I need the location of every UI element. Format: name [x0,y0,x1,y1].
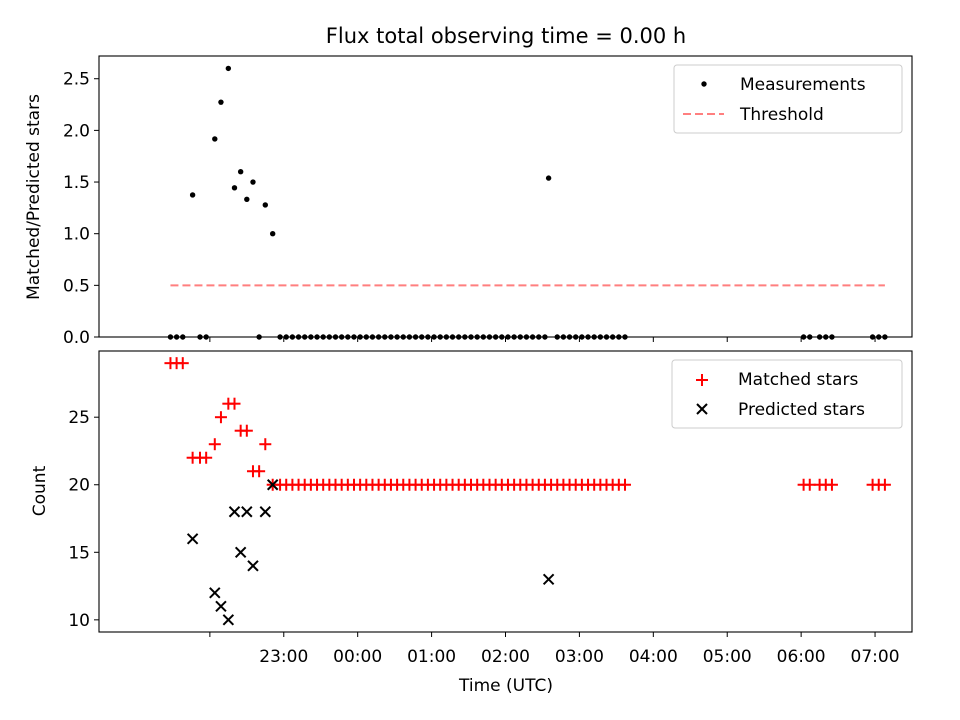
top-plot-frame [98,55,913,338]
bottom-panel: 10 15 20 25 23:00 00:00 01:00 02:00 03:00 04:00 0… [30,350,913,696]
measurement-point [244,196,250,202]
x-tick-label: 00:00 [333,647,382,667]
legend-predicted-label: Predicted stars [738,400,865,420]
bottom-legend-box [671,359,903,429]
x-tick-label: 04:00 [629,647,678,667]
y-tick-label: 0.5 [63,276,90,296]
predicted-star-point [228,506,241,518]
matched-star-point [878,478,891,491]
measurement-point [218,99,224,105]
y-tick-label: 25 [68,408,90,428]
top-legend-box [673,64,903,134]
predicted-star-point [222,614,235,626]
top-y-axis-label: Matched/Predicted stars [24,94,44,300]
measurement-point [269,230,276,237]
matched-stars-points [164,357,891,491]
predicted-star-point [209,587,221,599]
matched-star-point [259,438,272,451]
x-tick-label: 06:00 [777,647,826,667]
predicted-star-point [259,506,272,518]
predicted-star-point [234,546,247,559]
chart-title: Flux total observing time = 0.00 h [326,24,686,48]
predicted-star-point [241,506,253,518]
y-tick-label: 20 [68,476,90,496]
x-tick-label: 07:00 [851,647,900,667]
predicted-star-point [542,573,555,586]
matched-star-point [825,478,838,491]
predicted-star-point [247,560,259,572]
legend-threshold-label: Threshold [739,105,824,125]
bottom-legend: Matched stars Predicted stars [671,359,903,429]
bottom-y-axis-label: Count [30,465,50,516]
top-panel: 0.0 0.5 1.0 1.5 2.0 2.5 Matched/Predicted sta… [24,55,913,348]
x-tick-label: 02:00 [481,647,530,667]
x-tick-label: 23:00 [259,647,308,667]
matched-star-point [228,397,241,410]
legend-matched-label: Matched stars [738,370,858,390]
legend-measurements-marker [701,81,707,87]
bottom-x-ticks: 23:00 00:00 01:00 02:00 03:00 04:00 05:00 06:00… [209,632,900,667]
matched-star-point [214,411,227,424]
predicted-star-point [215,600,227,613]
top-y-ticks: 0.0 0.5 1.0 1.5 2.0 2.5 [63,70,99,348]
measurement-point [250,179,256,185]
y-tick-label: 1.0 [63,225,90,245]
bottom-y-ticks: 10 15 20 25 [68,408,99,631]
matched-star-point [208,438,221,451]
measurement-point [237,169,244,175]
bottom-plot-frame [98,350,913,633]
matched-star-point [253,465,266,478]
x-tick-label: 01:00 [407,647,456,667]
y-tick-label: 15 [68,543,90,563]
top-legend: Measurements Threshold [673,64,903,134]
measurement-point [189,192,196,198]
matched-star-point [176,357,189,370]
measurement-point [262,202,268,208]
y-tick-label: 2.5 [63,70,90,90]
y-tick-label: 2.0 [63,121,90,141]
x-tick-label: 05:00 [703,647,752,667]
legend-measurements-label: Measurements [740,75,866,95]
x-axis-label: Time (UTC) [458,676,553,696]
measurement-point [231,185,238,191]
matched-star-point [240,424,253,437]
predicted-star-point [266,479,279,491]
y-tick-label: 0.0 [63,328,90,348]
y-tick-label: 10 [68,611,90,631]
matched-star-point [618,478,631,491]
measurement-point [545,175,552,181]
matched-star-point [200,451,213,464]
predicted-star-point [186,533,199,545]
x-tick-label: 03:00 [555,647,604,667]
predicted-stars-points [186,479,555,626]
legend-predicted-marker [696,403,708,415]
measurement-point [225,65,232,72]
y-tick-label: 1.5 [63,173,90,193]
measurement-point [212,136,218,142]
legend-matched-marker [696,374,708,386]
